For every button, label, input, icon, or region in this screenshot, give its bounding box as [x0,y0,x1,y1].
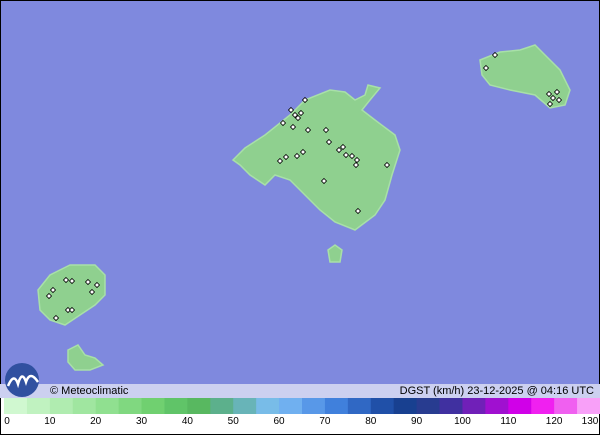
color-legend [4,398,600,414]
legend-swatch [302,398,326,414]
station-marker [294,114,302,122]
legend-ticks: 0 10 20 30 40 50 60 70 80 90 100 110 120 130 [0,416,600,430]
legend-swatch [531,398,555,414]
legend-swatch [256,398,280,414]
legend-tick: 50 [227,416,239,427]
map-title: DGST (km/h) 23-12-2025 @ 04:16 UTC [399,385,594,397]
legend-swatch [187,398,211,414]
station-marker [545,90,553,98]
station-marker [88,288,96,296]
legend-tick: 80 [365,416,377,427]
station-marker [93,281,101,289]
legend-tick: 90 [411,416,423,427]
legend-swatch [577,398,600,414]
station-marker [84,278,92,286]
station-marker [322,126,330,134]
island-cabrera [327,244,343,263]
legend-swatch [347,398,372,414]
station-marker [320,177,328,185]
station-marker [289,123,297,131]
legend-swatch [370,398,395,414]
station-marker [304,126,312,134]
station-marker [68,306,76,314]
station-marker [62,276,70,284]
legend-tick: 20 [90,416,102,427]
station-marker [287,106,295,114]
legend-swatch [508,398,532,414]
station-marker [299,148,307,156]
station-marker [291,111,299,119]
station-marker [279,119,287,127]
credit-text: © Meteoclimatic [50,385,129,397]
legend-tick: 40 [181,416,193,427]
station-marker [276,157,284,165]
legend-swatch [72,398,97,414]
legend-swatch [26,398,51,414]
station-marker [354,207,362,215]
island-formentera [67,344,105,371]
legend-swatch [393,398,418,414]
station-marker [482,64,490,72]
station-marker [546,100,554,108]
legend-swatch [164,398,188,414]
station-marker [45,292,53,300]
island-mallorca [231,84,401,231]
island-menorca [479,44,571,109]
station-marker [555,96,563,104]
station-markers [45,51,563,322]
legend-swatch [279,398,303,414]
legend-swatch [416,398,441,414]
station-marker [297,109,305,117]
legend-tick: 70 [319,416,331,427]
legend-swatch [210,398,234,414]
station-marker [491,51,499,59]
station-marker [64,306,72,314]
station-marker [293,152,301,160]
legend-swatch [118,398,143,414]
legend-swatch [233,398,257,414]
legend-swatch [439,398,463,414]
station-marker [49,286,57,294]
legend-tick: 120 [545,416,563,427]
station-marker [282,153,290,161]
legend-swatch [4,398,28,414]
legend-tick: 0 [4,416,10,427]
info-bar [0,384,600,398]
station-marker [549,94,557,102]
station-marker [68,277,76,285]
legend-swatch [485,398,509,414]
legend-tick: 110 [500,416,517,427]
station-marker [325,138,333,146]
legend-swatch [324,398,349,414]
legend-swatch [554,398,578,414]
legend-tick: 10 [44,416,56,427]
legend-swatch [462,398,486,414]
station-marker [339,143,347,151]
legend-tick: 30 [135,416,148,427]
station-marker [352,161,360,169]
legend-swatch [49,398,74,414]
station-marker [342,151,350,159]
station-marker [335,146,343,154]
station-marker [52,314,60,322]
station-marker [553,88,561,96]
legend-swatch [95,398,120,414]
station-marker [383,161,391,169]
station-marker [353,156,361,164]
legend-tick: 130 [581,416,599,427]
legend-swatch [141,398,165,414]
station-marker [301,96,309,104]
legend-tick: 60 [273,416,285,427]
meteoclimatic-logo-icon [5,363,40,397]
legend-tick: 100 [454,416,471,427]
station-marker [348,152,356,160]
